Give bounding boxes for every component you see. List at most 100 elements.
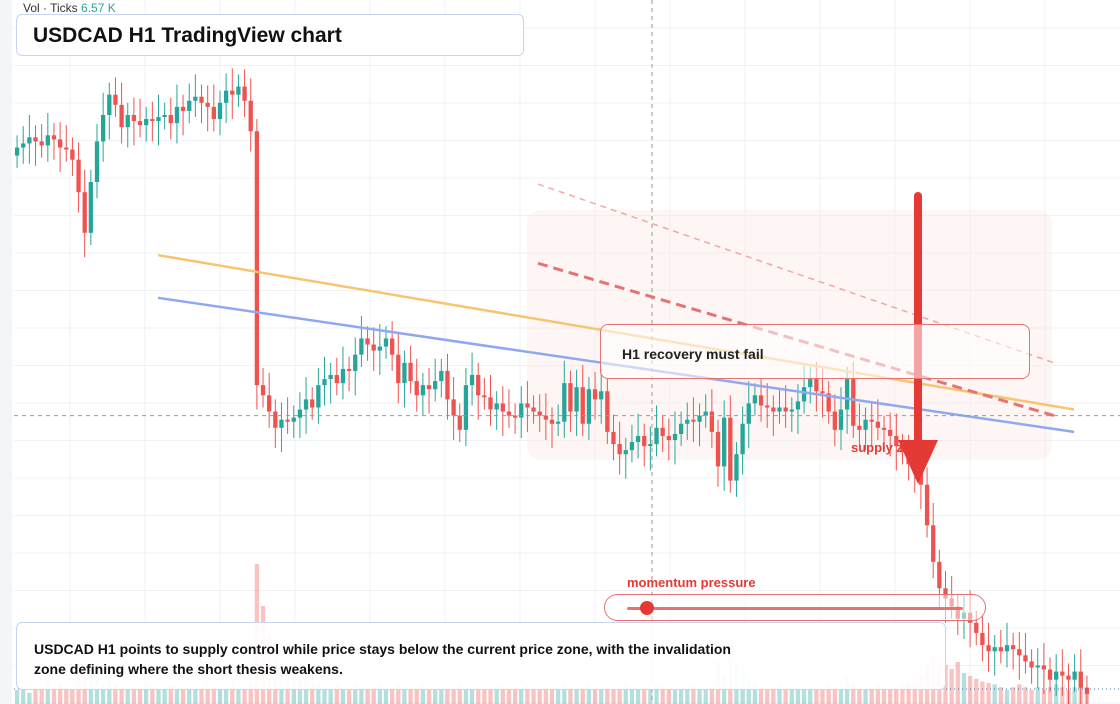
candle-body [303,399,309,410]
volume-bar [863,690,868,704]
candle-body [33,137,38,142]
candle [187,83,192,124]
volume-bar [1035,687,1040,704]
volume-bar [408,690,413,704]
volume-bar [51,687,57,704]
volume-bar [439,687,444,704]
candle-body [709,411,715,432]
candle [1060,649,1065,696]
candle-body [844,379,850,410]
candle [832,394,837,447]
volume-bar [543,687,549,704]
candle [549,407,555,449]
volume-bar [193,687,198,704]
candle [76,142,81,213]
candle-body [974,622,979,633]
candle [980,615,985,662]
candle [101,92,106,162]
candle [672,411,678,465]
candle-body [426,385,432,390]
candle [555,404,561,436]
volume-bar [156,690,161,704]
candle [894,413,899,471]
volume-bar [168,684,173,704]
candle [236,74,241,107]
volume-bar [488,687,493,704]
candle-body [814,379,819,392]
volume-bar [322,687,327,704]
candle [512,403,518,434]
candle [476,362,481,420]
volume-bar [57,684,63,704]
candle [1035,648,1040,688]
candle-body [635,435,641,443]
candlestick-series[interactable] [14,68,1090,704]
volume-bar [869,687,874,704]
volume-bar [857,687,862,704]
candle-body [162,115,167,118]
volume-bar [113,683,118,704]
candle [420,372,426,416]
candle-body [291,417,296,422]
volume-bar [119,687,124,704]
candle [783,385,788,428]
candle [863,407,868,451]
candle [986,622,991,672]
candle [389,321,395,371]
candle-body [51,135,57,140]
volume-bar [457,684,462,704]
volume-bar [537,690,542,704]
candle-body [629,442,635,451]
candle [666,418,671,461]
candle [580,364,585,436]
candle [1047,657,1053,692]
volume-bar [1041,690,1047,704]
candle-body [408,362,413,382]
candle-body [832,411,837,430]
candle [242,69,247,118]
candle-body [1054,671,1059,680]
candle-body [168,115,173,124]
candle [205,85,210,132]
candle-body [660,427,665,436]
volume-bar [248,683,253,704]
volume-bar [205,683,210,704]
candle-body [617,444,622,455]
volume-bar [678,690,684,704]
candle [722,400,727,491]
volume-bar [14,690,20,704]
candle [107,82,112,140]
candle [469,352,475,406]
volume-bar [814,690,819,704]
candle-body [586,389,592,424]
candle-body [144,119,149,126]
volume-bar [752,683,758,704]
candle-body [156,117,161,122]
candle-body [543,415,549,420]
candle [789,397,794,432]
candle-body [980,632,985,646]
candle [353,337,358,396]
volume-bar [998,687,1003,704]
candle [260,367,266,408]
candle-body [863,419,868,430]
candle-body [488,397,493,410]
candle [488,375,493,426]
volume-bar [912,684,917,704]
candle-body [334,375,339,384]
candle [703,394,708,428]
volume-bar [808,687,813,704]
candle-body [869,419,874,422]
candle-body [211,106,216,120]
volume-bar [230,684,235,704]
candle-body [82,192,87,233]
volume-bar [568,687,573,704]
volume-bar [918,676,924,704]
momentum-label: momentum pressure [627,575,756,590]
candle-body [525,403,530,408]
candle [457,403,462,443]
candle [439,358,444,398]
volume-bar [236,690,241,704]
volume-bar [992,684,997,704]
recovery-callout: H1 recovery must fail [600,324,1030,379]
